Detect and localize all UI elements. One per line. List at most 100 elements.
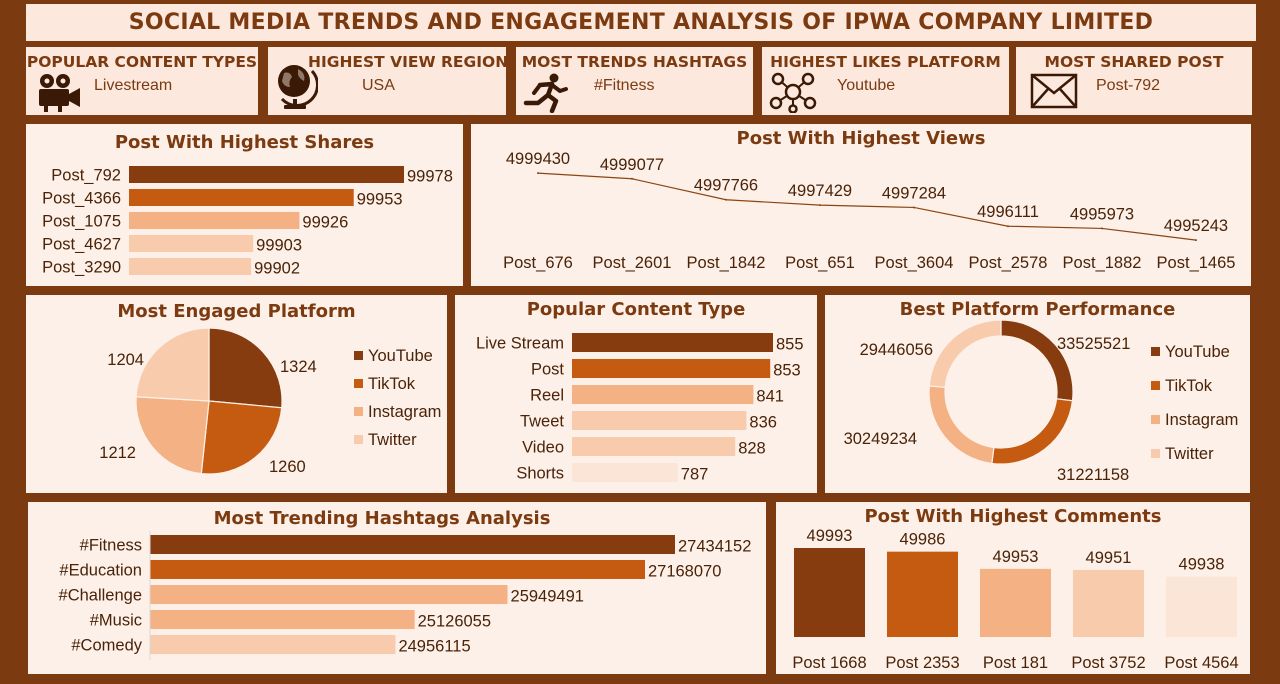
bar xyxy=(129,258,252,275)
hashtags-bar-chart: #Fitness 27434152 #Education 27168070 #Chall… xyxy=(59,531,751,660)
data-label: 29446056 xyxy=(860,341,933,359)
legend-swatch xyxy=(354,351,363,360)
data-label: 4997766 xyxy=(694,177,758,195)
category-label: Live Stream xyxy=(476,335,564,353)
bar xyxy=(1166,576,1237,637)
data-point xyxy=(819,204,821,207)
data-point xyxy=(1195,239,1197,242)
film-camera-icon xyxy=(39,74,80,112)
legend-swatch xyxy=(354,379,363,388)
legend-label: TikTok xyxy=(1165,377,1213,395)
chart-title: Most Engaged Platform xyxy=(117,301,356,322)
category-label: Post_676 xyxy=(503,254,573,272)
shares-bar-chart: Post_792 99978 Post_4366 99953 Post_1075 9992… xyxy=(42,166,453,278)
category-label: Reel xyxy=(530,387,564,405)
pie-slice xyxy=(928,385,995,465)
legend-label: Instagram xyxy=(368,403,441,421)
kpi-label: MOST SHARED POST xyxy=(1044,53,1224,71)
data-label: 4999077 xyxy=(600,156,664,174)
category-label: Post 4564 xyxy=(1164,654,1238,672)
data-label: 24956115 xyxy=(398,638,470,656)
category-label: Post_651 xyxy=(785,254,855,272)
bar xyxy=(150,585,508,604)
legend-swatch xyxy=(1151,347,1160,356)
data-point xyxy=(537,172,539,175)
pie-slice xyxy=(928,319,1002,388)
data-label: 4995243 xyxy=(1164,217,1228,235)
panel-trending-hashtags: Most Trending Hashtags Analysis #Fitness… xyxy=(28,502,766,674)
legend-label: Instagram xyxy=(1165,411,1238,429)
kpi-value: #Fitness xyxy=(594,77,655,94)
chart-title: Post With Highest Views xyxy=(736,128,986,149)
category-label: #Education xyxy=(59,562,142,580)
category-label: Post 2353 xyxy=(885,654,959,672)
panel-highest-comments: Post With Highest Comments 49993 Post 166… xyxy=(776,502,1250,674)
bar xyxy=(129,235,254,252)
data-label: 1212 xyxy=(99,444,136,462)
kpi-label: HIGHEST VIEW REGION xyxy=(308,53,509,71)
category-label: #Challenge xyxy=(59,587,142,605)
data-label: 49993 xyxy=(807,527,853,545)
data-label: 27434152 xyxy=(678,538,751,556)
data-label: 99903 xyxy=(256,237,302,255)
data-label: 25126055 xyxy=(418,613,491,631)
chart-title: Most Trending Hashtags Analysis xyxy=(213,508,551,529)
data-label: 33525521 xyxy=(1057,335,1130,353)
pie-slice xyxy=(208,327,283,409)
content-bar-chart: Live Stream 855 Post 853 Reel 841 Tweet 836 Vide… xyxy=(476,333,804,484)
bar xyxy=(887,551,958,637)
category-label: Post_2601 xyxy=(593,254,672,272)
category-label: #Fitness xyxy=(80,537,142,555)
views-line-chart: 4999430 Post_676 4999077 Post_2601 4997766 Po… xyxy=(503,150,1236,272)
bar xyxy=(572,385,754,404)
data-label: 99978 xyxy=(407,168,453,186)
bar xyxy=(794,548,865,637)
data-point xyxy=(913,206,915,209)
data-point xyxy=(1007,225,1009,228)
chart-title: Post With Highest Shares xyxy=(114,132,375,153)
bar xyxy=(572,359,771,378)
bar xyxy=(150,610,415,629)
data-label: 99926 xyxy=(302,214,348,232)
comments-column-chart: 49993 Post 1668 49986 Post 2353 49953 Post 18… xyxy=(792,527,1238,672)
legend-swatch xyxy=(1151,449,1160,458)
category-label: Post_1465 xyxy=(1157,254,1236,272)
panel-content-type: Popular Content Type Live Stream 855 Post 8… xyxy=(455,295,817,493)
bar xyxy=(572,437,736,456)
data-label: 4997429 xyxy=(788,182,852,200)
category-label: Post_2578 xyxy=(969,254,1048,272)
bar xyxy=(129,212,300,229)
data-label: 828 xyxy=(738,440,766,458)
category-label: Post_1882 xyxy=(1063,254,1142,272)
data-label: 4995973 xyxy=(1070,205,1134,223)
data-label: 853 xyxy=(773,362,801,380)
kpi-card-likes-platform: HIGHEST LIKES PLATFORM Youtube xyxy=(762,47,1009,115)
category-label: Post_3604 xyxy=(875,254,954,272)
data-label: 49953 xyxy=(993,548,1039,566)
bar xyxy=(980,568,1051,637)
data-point xyxy=(725,198,727,201)
bar xyxy=(150,560,645,579)
data-label: 855 xyxy=(776,336,804,354)
kpi-label: POPULAR CONTENT TYPES xyxy=(26,53,258,71)
category-label: Post xyxy=(531,361,564,379)
legend-label: YouTube xyxy=(1165,343,1230,361)
category-label: Post_4627 xyxy=(42,236,121,254)
data-label: 49951 xyxy=(1086,549,1132,567)
legend-swatch xyxy=(1151,415,1160,424)
kpi-label: HIGHEST LIKES PLATFORM xyxy=(770,53,1001,71)
category-label: Post_4366 xyxy=(42,190,121,208)
category-label: Post_1075 xyxy=(42,213,121,231)
envelope-icon xyxy=(1030,73,1078,109)
dashboard-title-bar: SOCIAL MEDIA TRENDS AND ENGAGEMENT ANALY… xyxy=(26,4,1256,41)
chart-title: Popular Content Type xyxy=(526,299,746,320)
data-label: 31221158 xyxy=(1057,466,1129,484)
data-label: 30249234 xyxy=(844,430,917,448)
data-label: 836 xyxy=(749,414,777,432)
data-label: 99902 xyxy=(254,260,300,278)
kpi-value: Youtube xyxy=(837,77,896,94)
category-label: #Comedy xyxy=(71,637,142,655)
legend-label: TikTok xyxy=(368,375,416,393)
kpi-card-trending-hashtag: MOST TRENDS HASHTAGS #Fitness xyxy=(516,47,753,115)
bar xyxy=(572,411,747,430)
